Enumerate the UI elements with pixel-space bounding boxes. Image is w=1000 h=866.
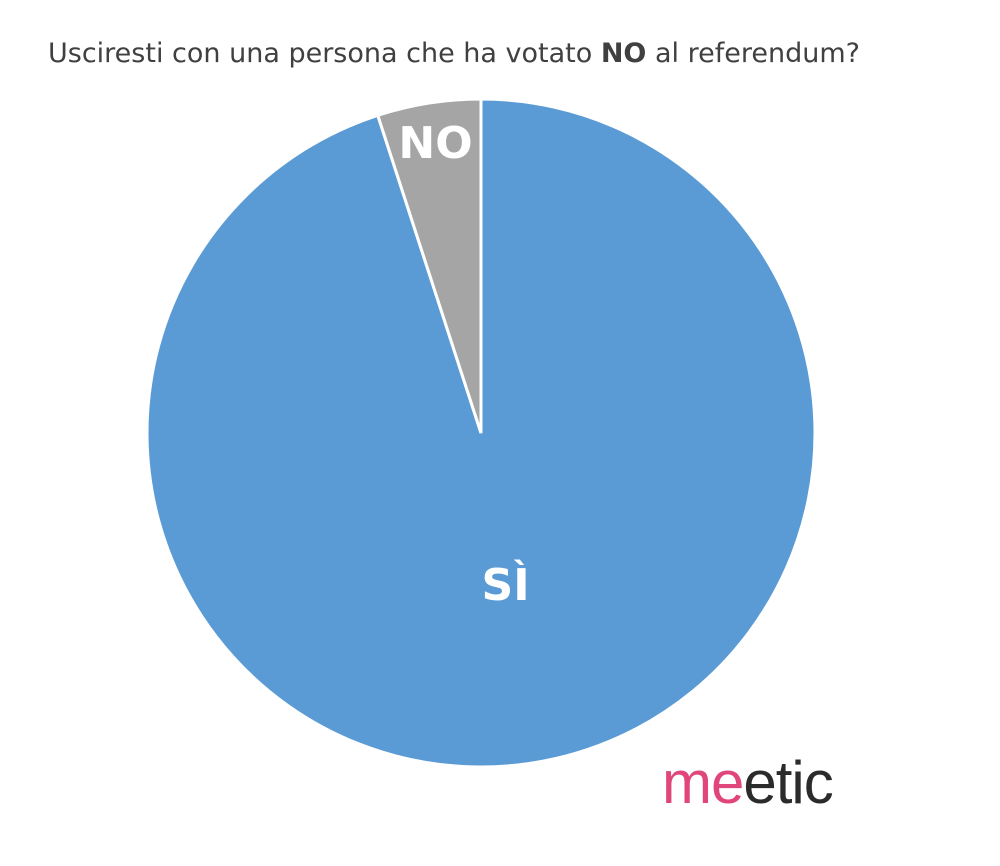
slice-label: NO (398, 118, 472, 169)
logo-part: me (662, 749, 744, 816)
chart-title: Usciresti con una persona che ha votato … (48, 38, 860, 69)
title-part: NO (600, 38, 647, 69)
logo: meetic (662, 748, 834, 817)
slice-label: SÌ (482, 558, 530, 611)
logo-part: etic (743, 749, 833, 816)
pie-slice (375, 97, 483, 434)
title-part: al referendum? (646, 38, 860, 69)
title-part: Usciresti con una persona che ha votato (48, 38, 601, 69)
